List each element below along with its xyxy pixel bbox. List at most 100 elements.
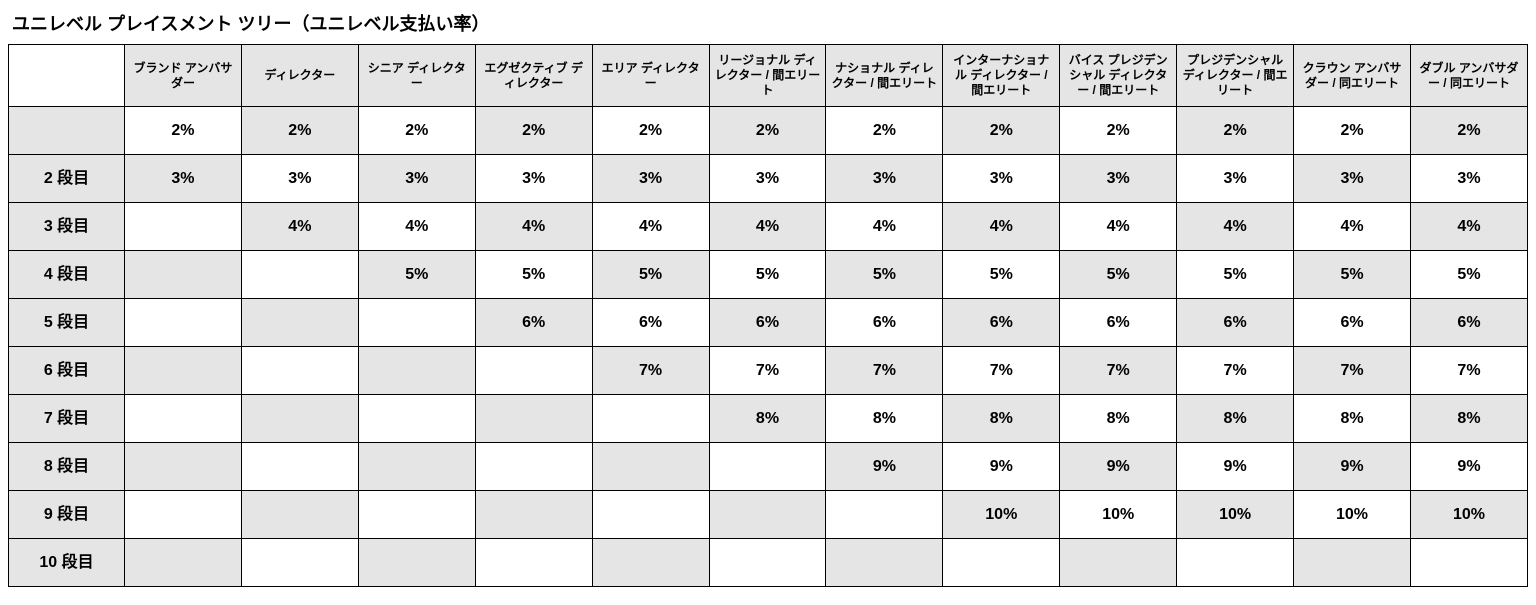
payout-cell bbox=[592, 491, 709, 539]
col-header: ブランド アンバサダー bbox=[125, 45, 242, 107]
table-row: 2 段目3%3%3%3%3%3%3%3%3%3%3%3% bbox=[9, 155, 1528, 203]
payout-cell: 3% bbox=[826, 155, 943, 203]
payout-cell: 10% bbox=[1410, 491, 1527, 539]
payout-cell bbox=[475, 347, 592, 395]
payout-cell bbox=[592, 539, 709, 587]
table-row: 8 段目9%9%9%9%9%9% bbox=[9, 443, 1528, 491]
payout-cell: 2% bbox=[826, 107, 943, 155]
payout-cell: 4% bbox=[1177, 203, 1294, 251]
table-row: 9 段目10%10%10%10%10% bbox=[9, 491, 1528, 539]
payout-cell bbox=[241, 347, 358, 395]
payout-cell: 3% bbox=[1410, 155, 1527, 203]
col-header: エリア ディレクター bbox=[592, 45, 709, 107]
payout-cell: 2% bbox=[241, 107, 358, 155]
payout-cell: 7% bbox=[1177, 347, 1294, 395]
payout-cell: 9% bbox=[1177, 443, 1294, 491]
payout-cell bbox=[241, 251, 358, 299]
payout-cell bbox=[125, 203, 242, 251]
payout-cell: 4% bbox=[709, 203, 826, 251]
table-row: 7 段目8%8%8%8%8%8%8% bbox=[9, 395, 1528, 443]
payout-cell: 4% bbox=[241, 203, 358, 251]
table-row: 5 段目6%6%6%6%6%6%6%6%6% bbox=[9, 299, 1528, 347]
payout-cell: 7% bbox=[1060, 347, 1177, 395]
payout-cell bbox=[475, 395, 592, 443]
payout-cell bbox=[709, 443, 826, 491]
payout-cell bbox=[241, 299, 358, 347]
payout-cell: 2% bbox=[1177, 107, 1294, 155]
payout-cell: 9% bbox=[1294, 443, 1411, 491]
col-header: ダブル アンバサダー / 同エリート bbox=[1410, 45, 1527, 107]
payout-cell: 3% bbox=[475, 155, 592, 203]
payout-cell bbox=[241, 395, 358, 443]
payout-cell: 5% bbox=[475, 251, 592, 299]
payout-cell bbox=[1060, 539, 1177, 587]
row-header: 6 段目 bbox=[9, 347, 125, 395]
payout-cell: 10% bbox=[1177, 491, 1294, 539]
payout-cell bbox=[125, 395, 242, 443]
payout-cell: 3% bbox=[1177, 155, 1294, 203]
row-header: 9 段目 bbox=[9, 491, 125, 539]
payout-cell bbox=[241, 539, 358, 587]
payout-cell: 6% bbox=[592, 299, 709, 347]
table-row: 2%2%2%2%2%2%2%2%2%2%2%2% bbox=[9, 107, 1528, 155]
col-header: シニア ディレクター bbox=[358, 45, 475, 107]
payout-cell: 6% bbox=[709, 299, 826, 347]
payout-cell bbox=[358, 347, 475, 395]
payout-cell: 7% bbox=[826, 347, 943, 395]
payout-cell bbox=[475, 539, 592, 587]
payout-cell: 5% bbox=[1177, 251, 1294, 299]
payout-cell: 5% bbox=[1294, 251, 1411, 299]
payout-cell: 8% bbox=[826, 395, 943, 443]
payout-cell bbox=[125, 443, 242, 491]
payout-cell bbox=[241, 443, 358, 491]
payout-cell: 3% bbox=[358, 155, 475, 203]
payout-cell bbox=[358, 539, 475, 587]
payout-cell bbox=[475, 443, 592, 491]
payout-cell: 4% bbox=[1410, 203, 1527, 251]
col-header: プレジデンシャル ディレクター / 間エリート bbox=[1177, 45, 1294, 107]
payout-cell: 2% bbox=[1060, 107, 1177, 155]
payout-cell bbox=[1410, 539, 1527, 587]
payout-cell bbox=[475, 491, 592, 539]
payout-cell: 9% bbox=[826, 443, 943, 491]
payout-cell: 5% bbox=[943, 251, 1060, 299]
payout-cell: 6% bbox=[1410, 299, 1527, 347]
payout-cell bbox=[709, 491, 826, 539]
payout-cell bbox=[943, 539, 1060, 587]
col-header: ナショナル ディレクター / 間エリート bbox=[826, 45, 943, 107]
col-header: クラウン アンバサダー / 同エリート bbox=[1294, 45, 1411, 107]
row-header: 4 段目 bbox=[9, 251, 125, 299]
payout-cell: 2% bbox=[125, 107, 242, 155]
payout-cell bbox=[125, 539, 242, 587]
payout-cell: 2% bbox=[475, 107, 592, 155]
payout-cell bbox=[125, 251, 242, 299]
payout-cell: 6% bbox=[1177, 299, 1294, 347]
payout-cell: 4% bbox=[1294, 203, 1411, 251]
payout-cell: 6% bbox=[475, 299, 592, 347]
payout-cell: 7% bbox=[1294, 347, 1411, 395]
payout-cell bbox=[358, 395, 475, 443]
row-header: 5 段目 bbox=[9, 299, 125, 347]
payout-cell: 8% bbox=[709, 395, 826, 443]
payout-cell: 3% bbox=[241, 155, 358, 203]
payout-cell: 5% bbox=[709, 251, 826, 299]
row-header bbox=[9, 107, 125, 155]
payout-cell: 2% bbox=[592, 107, 709, 155]
table-row: 4 段目5%5%5%5%5%5%5%5%5%5% bbox=[9, 251, 1528, 299]
row-header: 10 段目 bbox=[9, 539, 125, 587]
payout-cell: 3% bbox=[709, 155, 826, 203]
payout-cell: 5% bbox=[826, 251, 943, 299]
payout-cell: 3% bbox=[943, 155, 1060, 203]
payout-cell bbox=[125, 491, 242, 539]
payout-cell: 2% bbox=[1294, 107, 1411, 155]
payout-cell: 8% bbox=[1060, 395, 1177, 443]
table-row: 10 段目 bbox=[9, 539, 1528, 587]
row-header: 2 段目 bbox=[9, 155, 125, 203]
payout-cell: 2% bbox=[358, 107, 475, 155]
payout-cell: 9% bbox=[1060, 443, 1177, 491]
payout-cell: 8% bbox=[1410, 395, 1527, 443]
payout-table: ブランド アンバサダー ディレクター シニア ディレクター エグゼクティブ ディ… bbox=[8, 44, 1528, 587]
payout-cell bbox=[358, 491, 475, 539]
payout-cell bbox=[592, 443, 709, 491]
payout-cell: 6% bbox=[1294, 299, 1411, 347]
